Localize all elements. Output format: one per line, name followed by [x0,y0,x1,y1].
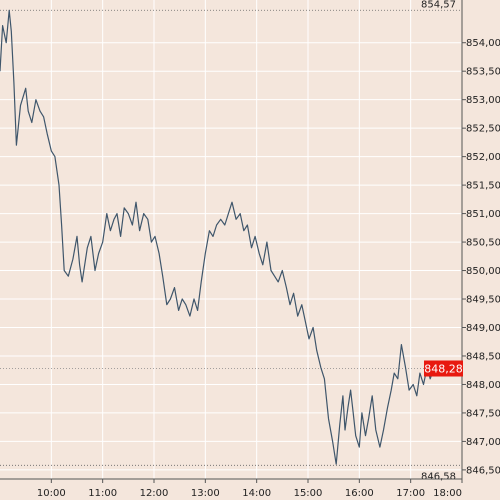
x-tick-label: 14:00 [242,488,271,499]
y-tick-label: 851,00 [466,209,500,220]
y-tick-label: 850,50 [466,238,500,249]
last-value-marker: 848,28 [424,360,463,377]
y-tick-label: 847,50 [466,408,500,419]
x-tick-label: 12:00 [140,488,169,499]
x-tick-label: 11:00 [88,488,117,499]
x-tick-label: 15:00 [294,488,323,499]
x-axis: 10:00 11:00 12:00 13:00 14:00 15:00 16:00 17:00… [0,478,463,499]
y-tick-label: 846,50 [466,465,500,476]
y-tick-label: 849,50 [466,295,500,306]
y-tick-label: 852,00 [466,152,500,163]
extreme-lines: 854,57 846,58 [0,0,462,482]
y-tick-label: 850,00 [466,266,500,277]
last-value-badge [424,360,463,377]
x-tick-label: 13:00 [191,488,220,499]
high-label: 854,57 [421,0,456,10]
low-label: 846,58 [421,471,456,482]
y-tick-label: 847,00 [466,437,500,448]
y-tick-label: 848,50 [466,351,500,362]
x-tick-label: 17:00 [396,488,425,499]
y-tick-label: 849,00 [466,323,500,334]
x-tick-label: 18:00 [433,488,462,499]
x-tick-label: 10:00 [37,488,66,499]
y-tick-label: 853,50 [466,67,500,78]
price-line [0,9,435,465]
series [0,9,435,465]
grid [0,0,462,479]
y-tick-label: 848,00 [466,380,500,391]
y-tick-label: 853,00 [466,95,500,106]
y-tick-label: 852,50 [466,124,500,135]
y-axis: 854,00 853,50 853,00 852,50 852,00 851,50 851,… [461,0,500,479]
y-tick-label: 854,00 [466,38,500,49]
y-tick-label: 851,50 [466,181,500,192]
last-value-label: 848,28 [424,363,463,376]
x-tick-label: 16:00 [345,488,374,499]
